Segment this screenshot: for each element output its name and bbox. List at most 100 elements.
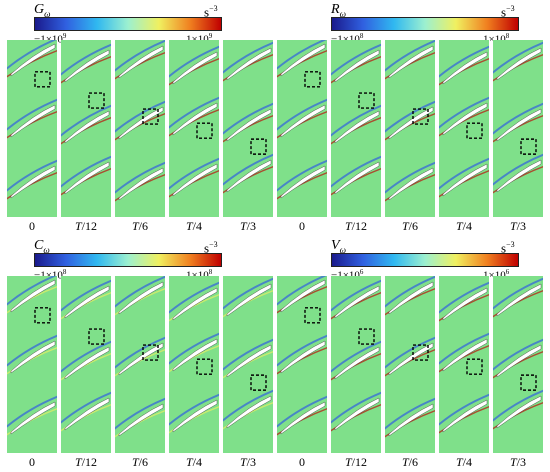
blade-shape [172,163,218,197]
negative-streak [331,279,381,312]
blade-shape [172,399,218,433]
negative-streak [61,340,111,373]
negative-streak [115,40,165,72]
blade-shape [10,279,56,313]
blade-shape [10,401,56,435]
negative-streak [277,334,327,367]
negative-streak [439,157,489,190]
field-contour [61,276,111,453]
tracking-box [412,344,429,361]
blade-shape [442,163,488,197]
blade-shape [118,342,164,376]
negative-streak [493,41,543,74]
field-contour [331,276,381,453]
blade-shape [280,43,326,77]
time-label: T/6 [131,219,149,233]
field-panel-g-2 [115,40,166,217]
negative-streak [439,281,489,314]
field-contour [223,40,273,217]
tracking-box [196,122,213,139]
negative-streak [493,277,543,310]
field-contour [115,40,165,217]
blade-shape [388,45,434,79]
blade-shape [334,161,380,195]
field-panel-v-2 [385,276,436,453]
time-label: 0 [299,455,305,469]
blade-shape [118,403,164,437]
blade-shape [280,279,326,313]
colorbar-min-label: −1×108 [34,268,67,282]
field-contour [7,40,57,217]
negative-streak [331,391,381,424]
colorbar [331,253,519,267]
blade-shape [172,51,218,85]
field-panel-g-0 [7,40,58,217]
blade-shape [496,283,542,317]
blade-shape [388,403,434,437]
group-g-omega: Gω s−3 −1×109 1×109 0 T/12 T/6 T/4 T/3 [0,0,275,236]
time-label: T/6 [131,455,149,469]
negative-streak [493,153,543,186]
negative-streak [385,276,435,308]
negative-streak [61,104,111,137]
blade-shape [280,165,326,199]
tracking-box [88,92,105,109]
tracking-box [466,358,483,375]
unit-label: s−3 [204,4,218,20]
field-contour [493,40,543,217]
blade-shape [388,106,434,140]
tracking-box [196,358,213,375]
colorbar-max-label: 1×109 [186,32,213,46]
blade-shape [496,159,542,193]
field-contour [277,40,327,217]
field-contour [385,40,435,217]
negative-streak [385,161,435,194]
field-panel-c-4 [223,276,274,453]
field-contour [439,276,489,453]
colorbar [34,17,222,31]
blade-shape [442,338,488,372]
time-label: T/3 [239,455,257,469]
blade-shape [280,104,326,138]
field-panel-r-3 [439,40,490,217]
field-contour [331,40,381,217]
negative-streak [115,276,165,308]
tracking-box [142,344,159,361]
negative-streak [385,397,435,430]
tracking-box [304,307,321,324]
negative-streak [169,157,219,190]
negative-streak [277,276,327,306]
blade-shape [334,110,380,144]
field-contour [169,276,219,453]
field-panel-v-1 [331,276,382,453]
field-panel-r-1 [331,40,382,217]
negative-streak [115,397,165,430]
symbol-label: Vω [331,238,346,255]
symbol-label: Cω [34,238,50,255]
negative-streak [385,100,435,133]
negative-streak [493,338,543,371]
blade-shape [334,397,380,431]
unit-label: s−3 [204,240,218,256]
group-c-omega: Cω s−3 −1×108 1×108 0 T/12 T/6 T/4 T/3 [0,236,275,472]
time-label: 0 [29,455,35,469]
time-label: T/6 [401,455,419,469]
time-label: T/6 [401,219,419,233]
negative-streak [331,155,381,188]
time-label: T/3 [509,219,527,233]
negative-streak [61,155,111,188]
negative-streak [7,334,57,367]
tracking-box [142,108,159,125]
time-label: T/12 [74,219,98,233]
field-panel-r-2 [385,40,436,217]
negative-streak [115,336,165,369]
time-label: T/12 [344,455,368,469]
blade-shape [10,165,56,199]
field-contour [169,40,219,217]
blade-shape [226,159,272,193]
field-panel-g-1 [61,40,112,217]
field-panel-g-3 [169,40,220,217]
field-contour [115,276,165,453]
field-contour [61,40,111,217]
negative-streak [331,43,381,76]
